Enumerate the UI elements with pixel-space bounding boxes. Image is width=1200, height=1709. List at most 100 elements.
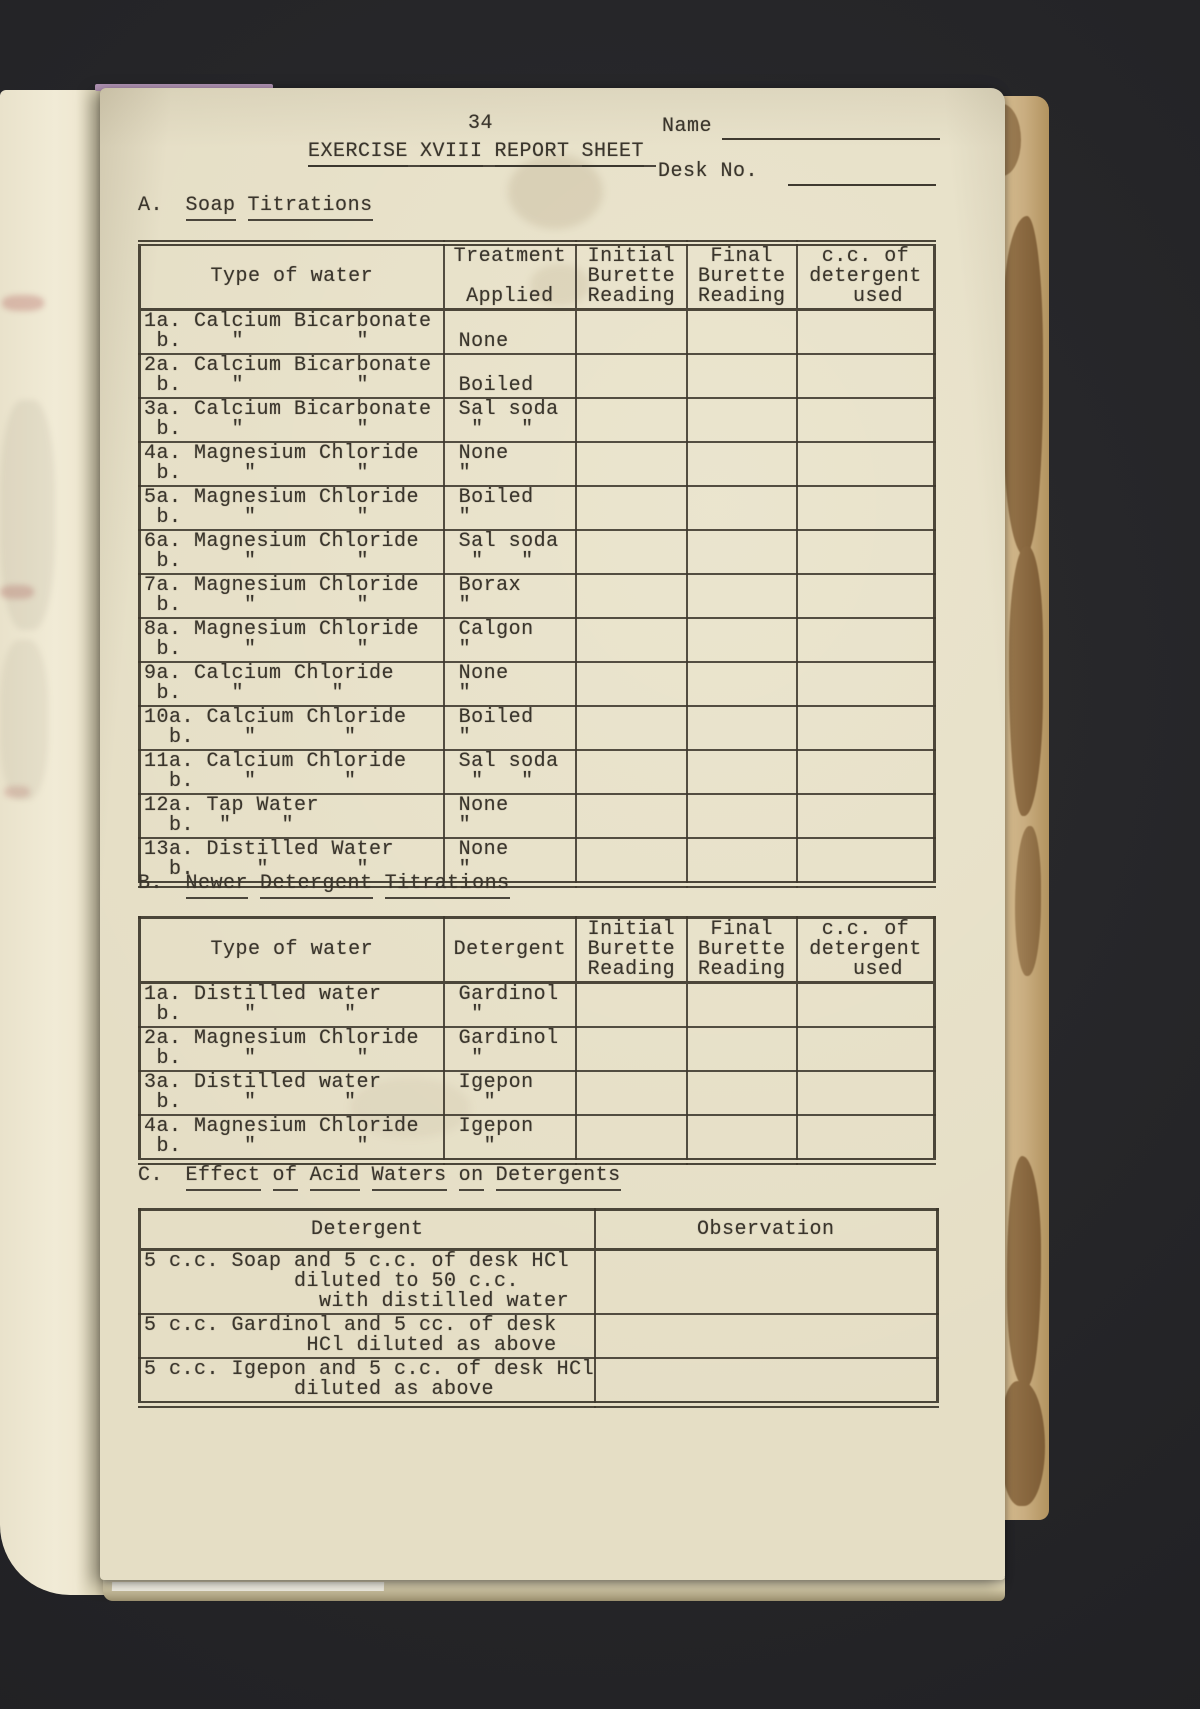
torn-edge-patch [1015,826,1041,976]
treatment-cell: None " [442,661,578,707]
table-row: 6a. Magnesium Chloride b. " " Sal soda "… [138,529,936,575]
type-of-water-cell: 3a. Distilled water b. " " [138,1070,445,1116]
column-header: Final Burette Reading [685,242,798,311]
table-row: 10a. Calcium Chloride b. " " Boiled " [138,705,936,751]
initial-burette-cell [575,529,688,575]
cc-detergent-cell [795,397,936,443]
cc-detergent-cell [795,705,936,751]
initial-burette-cell [575,441,688,487]
report-sheet-page: 34 Name EXERCISE XVIII REPORT SHEET Desk No… [100,88,1005,1580]
cc-detergent-cell [795,793,936,839]
initial-burette-cell [575,573,688,619]
treatment-cell: Sal soda " " [442,397,578,443]
final-burette-cell [685,529,798,575]
name-label: Name [662,115,713,138]
type-of-water-cell: 2a. Magnesium Chloride b. " " [138,1026,445,1072]
table-c-header-row: Detergent Observation [138,1208,939,1251]
column-header: c.c. of detergent used [795,242,936,311]
detergent-cell: Igepon " [442,1114,578,1163]
initial-burette-cell [575,1026,688,1072]
observation-cell [593,1313,939,1359]
table-row: 2a. Calcium Bicarbonate b. " " Boiled [138,353,936,399]
bottom-white-sheet-sliver [111,1582,385,1591]
final-burette-cell [685,353,798,399]
treatment-cell: Calgon " [442,617,578,663]
section-heading-word: of [272,1164,298,1191]
desk-no-blank-line [788,164,936,186]
table-row: 1a. Distilled water b. " " Gardinol " [138,981,936,1028]
paper-stain [508,154,603,229]
cc-detergent-cell [795,749,936,795]
type-of-water-cell: 5a. Magnesium Chloride b. " " [138,485,445,531]
cc-detergent-cell [795,1114,936,1163]
initial-burette-cell [575,308,688,355]
column-header: Initial Burette Reading [575,916,688,984]
table-row: 13a. Distilled Water b. " " None " [138,837,936,886]
cc-detergent-cell [795,1070,936,1116]
column-header: Observation [593,1208,939,1251]
treatment-cell: Boiled [442,353,578,399]
cc-detergent-cell [795,981,936,1028]
treatment-cell: None " [442,793,578,839]
section-heading-word: Detergent [260,872,373,899]
section-heading-word: Detergents [495,1164,621,1191]
section-heading-word: Newer [185,872,249,899]
column-header: Final Burette Reading [685,916,798,984]
page-number: 34 [468,112,494,135]
treatment-cell: None [442,308,578,355]
section-heading-word: on [458,1164,484,1191]
table-row: 4a. Magnesium Chloride b. " " Igepon " [138,1114,936,1163]
final-burette-cell [685,573,798,619]
initial-burette-cell [575,705,688,751]
table-row: 8a. Magnesium Chloride b. " " Calgon " [138,617,936,663]
treatment-cell: Boiled " [442,705,578,751]
section-heading-word: Waters [371,1164,447,1191]
type-of-water-cell: 4a. Magnesium Chloride b. " " [138,441,445,487]
cc-detergent-cell [795,529,936,575]
title-word: SHEET [581,140,645,167]
final-burette-cell [685,705,798,751]
section-heading-word: Effect [185,1164,261,1191]
cc-detergent-cell [795,441,936,487]
treatment-cell: Boiled " [442,485,578,531]
section-heading-word: Acid [309,1164,360,1191]
detergent-cell: Gardinol " [442,1026,578,1072]
section-a-prefix: A. [138,194,164,217]
cc-detergent-cell [795,353,936,399]
final-burette-cell [685,617,798,663]
initial-burette-cell [575,837,688,886]
initial-burette-cell [575,485,688,531]
detergent-description-cell: 5 c.c. Igepon and 5 c.c. of desk HCl dil… [138,1357,596,1406]
table-row: 3a. Calcium Bicarbonate b. " " Sal soda … [138,397,936,443]
section-a-heading: A. Soap Titrations [138,194,385,221]
final-burette-cell [685,981,798,1028]
final-burette-cell [685,1026,798,1072]
name-blank-line [722,118,940,140]
detergent-description-cell: 5 c.c. Gardinol and 5 cc. of desk HCl di… [138,1313,596,1359]
section-b-prefix: B. [138,872,164,895]
bleed-through-smudge [0,400,55,630]
section-heading-word: Soap [185,194,236,221]
type-of-water-cell: 4a. Magnesium Chloride b. " " [138,1114,445,1163]
final-burette-cell [685,793,798,839]
observation-cell [593,1357,939,1406]
torn-edge-patch [1007,1156,1041,1386]
cc-detergent-cell [795,617,936,663]
column-header: Type of water [138,242,445,311]
final-burette-cell [685,1070,798,1116]
type-of-water-cell: 12a. Tap Water b. " " [138,793,445,839]
table-row: 5 c.c. Gardinol and 5 cc. of desk HCl di… [138,1313,939,1359]
bleed-through-mark [4,786,30,798]
column-header: Detergent [138,1208,596,1251]
table-row: 5a. Magnesium Chloride b. " " Boiled " [138,485,936,531]
cc-detergent-cell [795,837,936,886]
initial-burette-cell [575,793,688,839]
newer-detergent-titrations-table: Type of water Detergent Initial Burette Re… [138,916,936,1165]
final-burette-cell [685,837,798,886]
initial-burette-cell [575,1114,688,1163]
observation-cell [593,1248,939,1315]
detergent-description-cell: 5 c.c. Soap and 5 c.c. of desk HCl dilut… [138,1248,596,1315]
cc-detergent-cell [795,573,936,619]
initial-burette-cell [575,749,688,795]
lavender-sheet-edge [95,84,273,91]
